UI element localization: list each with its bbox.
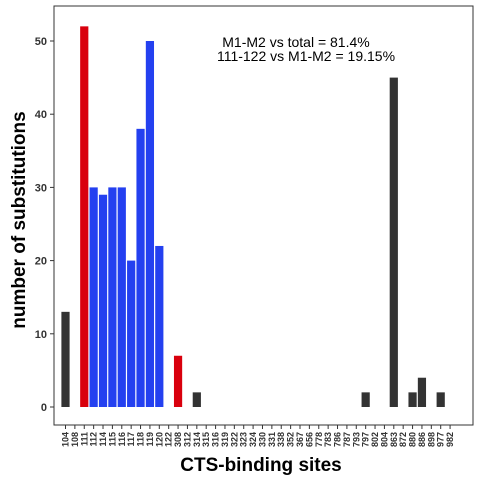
x-tick-label: 104 (61, 432, 71, 447)
x-tick-label: 367 (295, 432, 305, 447)
x-tick-label: 656 (304, 432, 314, 447)
x-tick-label: 315 (201, 432, 211, 447)
bar-886 (417, 377, 427, 407)
x-tick-label: 786 (333, 432, 343, 447)
x-tick-label: 783 (323, 432, 333, 447)
x-tick-label: 111 (79, 432, 89, 446)
x-axis: 104 108 111 112 114 115 116 117 118 119 120 122 308 3… (61, 425, 455, 447)
y-tick-label: 50 (35, 36, 47, 48)
bars-layer (61, 26, 445, 408)
bar-114 (98, 194, 108, 407)
x-tick-label: 324 (248, 432, 258, 447)
bar-104 (61, 311, 70, 407)
x-tick-label: 116 (117, 432, 127, 447)
x-tick-label: 778 (314, 432, 324, 447)
x-axis-title: CTS-binding sites (180, 455, 342, 476)
y-tick-label: 20 (35, 256, 47, 268)
x-tick-label: 312 (182, 432, 192, 447)
annotation-m1-m2: M1-M2 vs total = 81.4% (222, 34, 369, 50)
x-tick-label: 316 (211, 432, 221, 447)
y-axis-title: number of substitutions (9, 111, 30, 328)
x-tick-label: 115 (107, 432, 117, 447)
bar-117 (127, 260, 136, 407)
x-tick-label: 118 (136, 432, 146, 447)
x-tick-label: 122 (164, 432, 174, 447)
x-tick-label: 330 (257, 432, 267, 447)
y-tick-label: 0 (41, 402, 47, 414)
x-tick-label: 982 (445, 432, 455, 447)
annotation-111-122: 111-122 vs M1-M2 = 19.15% (217, 48, 395, 64)
x-tick-label: 108 (70, 432, 80, 447)
plot-panel-border (53, 5, 474, 426)
x-tick-label: 872 (398, 432, 408, 447)
x-tick-label: 319 (220, 432, 230, 447)
x-tick-label: 863 (389, 432, 399, 447)
bar-314 (192, 392, 201, 407)
x-tick-label: 323 (239, 432, 249, 447)
bar-863 (389, 77, 398, 407)
y-tick-label: 30 (35, 182, 47, 194)
bar-308 (173, 355, 183, 407)
bar-116 (117, 187, 126, 407)
bar-977 (436, 392, 445, 407)
bar-112 (89, 187, 98, 407)
x-tick-label: 977 (436, 432, 446, 447)
x-tick-label: 331 (267, 432, 277, 447)
x-tick-label: 114 (98, 432, 108, 447)
x-tick-label: 787 (342, 432, 352, 447)
x-tick-label: 802 (370, 432, 380, 447)
bar-880 (408, 392, 417, 407)
x-tick-label: 793 (351, 432, 361, 447)
bar-119 (145, 41, 155, 407)
x-tick-label: 308 (173, 432, 183, 447)
bar-118 (136, 128, 145, 407)
x-tick-label: 880 (408, 432, 418, 447)
bar-120 (155, 245, 164, 407)
x-tick-label: 322 (229, 432, 239, 447)
bar-797 (361, 392, 370, 407)
x-tick-label: 797 (361, 432, 371, 447)
x-tick-label: 119 (145, 432, 155, 447)
x-tick-label: 898 (426, 432, 436, 447)
x-tick-label: 120 (154, 432, 164, 447)
x-tick-label: 117 (126, 432, 136, 447)
y-tick-label: 10 (35, 329, 47, 341)
y-tick-label: 40 (35, 109, 47, 121)
x-tick-label: 804 (379, 432, 389, 447)
x-tick-label: 112 (89, 432, 99, 447)
bar-111 (80, 26, 89, 408)
x-tick-label: 352 (286, 432, 296, 447)
x-tick-label: 314 (192, 432, 202, 447)
bar-115 (108, 187, 117, 407)
y-axis: 0 10 20 30 40 50 (35, 36, 54, 414)
x-tick-label: 338 (276, 432, 286, 447)
x-tick-label: 886 (417, 432, 427, 447)
